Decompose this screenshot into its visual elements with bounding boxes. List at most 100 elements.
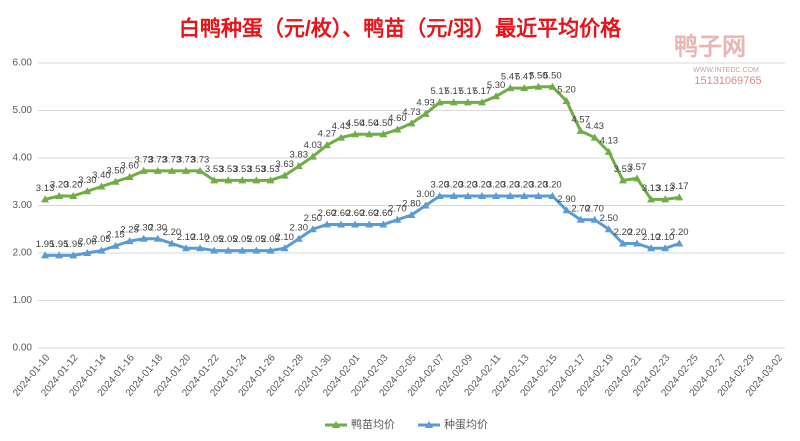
y-tick-label: 0.00 [13, 343, 33, 354]
point [633, 239, 642, 247]
data-label: 5.20 [557, 85, 576, 96]
point [506, 192, 515, 199]
point [351, 220, 360, 228]
data-label: 3.20 [529, 180, 548, 191]
data-label: 3.17 [670, 181, 689, 192]
point [322, 220, 331, 228]
data-label: 3.20 [445, 180, 464, 191]
point [181, 244, 190, 252]
point [365, 220, 374, 228]
data-label: 2.10 [642, 232, 661, 243]
point [196, 244, 205, 252]
data-label: 2.60 [318, 208, 337, 219]
point [534, 192, 543, 199]
data-label: 2.10 [191, 232, 210, 243]
data-label: 3.13 [36, 183, 55, 194]
data-label: 3.73 [191, 154, 210, 165]
point [506, 84, 515, 92]
point [351, 130, 360, 138]
point [435, 98, 444, 106]
point [633, 174, 642, 182]
point [449, 98, 458, 106]
point [520, 192, 529, 199]
point [661, 244, 670, 252]
y-tick-label: 1.00 [13, 295, 33, 306]
point [153, 166, 162, 174]
data-label: 2.05 [247, 234, 266, 245]
point [224, 246, 233, 254]
data-label: 3.20 [64, 180, 83, 191]
point [153, 234, 162, 242]
data-label: 3.20 [473, 180, 492, 191]
data-label: 3.53 [205, 164, 224, 175]
point [41, 195, 50, 203]
data-label: 5.17 [459, 86, 478, 97]
data-label: 4.50 [374, 118, 393, 129]
point [139, 234, 148, 242]
y-tick-label: 4.00 [13, 153, 33, 164]
data-label: 3.60 [120, 161, 139, 172]
data-label: 3.50 [106, 165, 125, 176]
data-label: 2.60 [360, 208, 379, 219]
data-label: 3.13 [642, 183, 661, 194]
point [308, 225, 317, 233]
point [675, 239, 684, 247]
point [365, 130, 374, 138]
point [337, 133, 346, 141]
data-label: 2.60 [332, 208, 351, 219]
legend-label: 鸭苗均价 [351, 418, 395, 431]
y-tick-label: 2.00 [13, 248, 33, 259]
point [463, 98, 472, 106]
data-label: 2.50 [600, 213, 619, 224]
data-label: 3.53 [219, 164, 238, 175]
data-label: 2.05 [205, 234, 224, 245]
point [393, 125, 402, 133]
data-label: 2.70 [388, 203, 407, 214]
data-label: 2.30 [134, 222, 153, 233]
data-label: 4.73 [402, 107, 421, 118]
data-label: 2.80 [402, 199, 421, 210]
point [322, 141, 331, 149]
point [266, 176, 275, 184]
data-label: 3.20 [543, 180, 562, 191]
point [675, 193, 684, 201]
data-label: 2.05 [219, 234, 238, 245]
data-label: 2.20 [670, 227, 689, 238]
data-label: 3.53 [261, 164, 280, 175]
point [421, 109, 430, 117]
point [97, 246, 106, 254]
point [477, 192, 486, 199]
data-label: 3.53 [233, 164, 252, 175]
point [167, 239, 176, 247]
data-label: 2.10 [275, 232, 294, 243]
data-label: 4.27 [318, 129, 337, 140]
legend-label: 种蛋均价 [444, 417, 488, 431]
point [548, 192, 557, 199]
point [111, 177, 120, 185]
point [238, 176, 247, 184]
point [379, 130, 388, 138]
watermark: WWW.INTEDC.COM [693, 67, 759, 74]
point [280, 244, 289, 252]
data-label: 3.20 [50, 180, 69, 191]
data-label: 4.57 [571, 114, 590, 125]
point [435, 192, 444, 199]
point [238, 246, 247, 254]
point [266, 246, 275, 254]
point [492, 92, 501, 100]
point [167, 166, 176, 174]
series-line [45, 194, 680, 257]
point [477, 98, 486, 106]
point [604, 225, 613, 233]
data-label: 2.00 [78, 237, 97, 248]
point [492, 192, 501, 199]
data-label: 1.95 [64, 239, 83, 250]
point [294, 162, 303, 170]
data-label: 3.53 [247, 164, 266, 175]
point [252, 246, 261, 254]
point [196, 166, 205, 174]
data-label: 2.10 [177, 232, 196, 243]
point [308, 152, 317, 160]
legend-marker [425, 421, 433, 428]
point [449, 192, 458, 199]
